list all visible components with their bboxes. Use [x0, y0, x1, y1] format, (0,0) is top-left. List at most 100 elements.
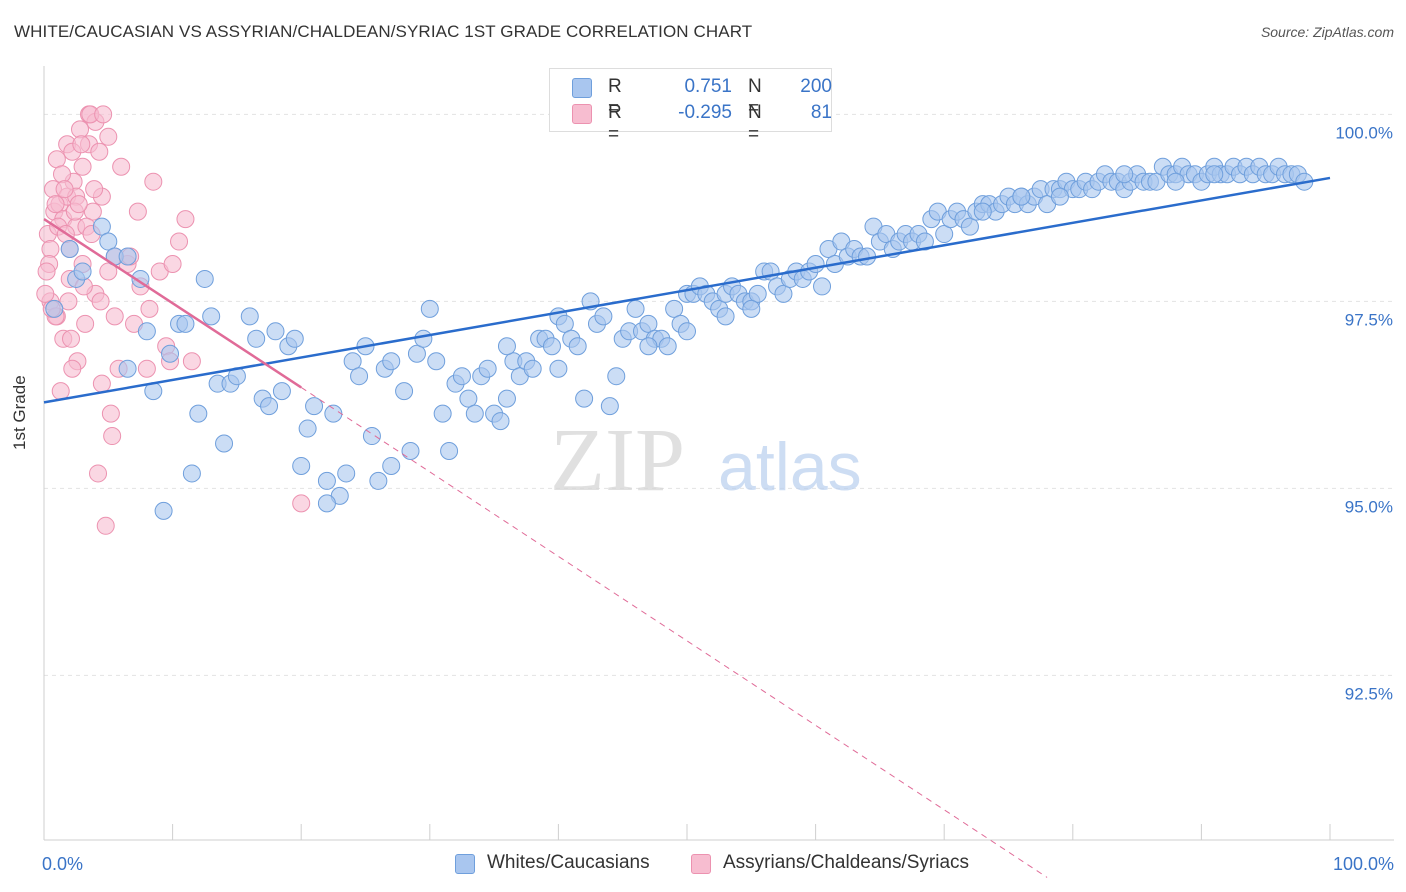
data-point-assyrians	[90, 142, 109, 161]
data-point-whites	[1115, 165, 1134, 184]
legend-r-label: R =	[608, 76, 622, 119]
data-point-whites	[600, 397, 619, 416]
data-point-whites	[92, 217, 111, 236]
data-point-whites	[195, 269, 214, 288]
data-point-whites	[491, 412, 510, 431]
data-point-assyrians	[92, 374, 111, 393]
data-point-whites	[935, 225, 954, 244]
trend-lines	[43, 176, 1331, 878]
data-point-whites	[497, 389, 516, 408]
data-point-whites	[161, 344, 180, 363]
data-point-assyrians	[55, 180, 74, 199]
data-point-whites	[549, 359, 568, 378]
data-point-whites	[478, 359, 497, 378]
y-tick-label: 100.0%	[1335, 123, 1393, 142]
data-point-whites	[407, 344, 426, 363]
data-point-whites	[362, 427, 381, 446]
data-point-assyrians	[83, 202, 102, 221]
data-point-whites	[575, 389, 594, 408]
data-point-assyrians	[176, 210, 195, 229]
data-point-assyrians	[170, 232, 189, 251]
y-tick-labels: 92.5% 95.0% 97.5% 100.0%	[1335, 123, 1393, 703]
data-point-whites	[292, 456, 311, 475]
data-point-assyrians	[85, 180, 104, 199]
data-point-whites	[266, 322, 285, 341]
data-point-whites	[626, 299, 645, 318]
data-point-assyrians	[46, 195, 65, 214]
watermark-atlas: atlas	[718, 429, 862, 505]
legend-swatch-blue	[455, 854, 475, 874]
data-point-whites	[742, 299, 761, 318]
data-point-whites	[813, 277, 832, 296]
data-point-assyrians	[182, 352, 201, 371]
data-point-whites	[272, 382, 291, 401]
data-point-whites	[658, 337, 677, 356]
data-point-whites	[420, 299, 439, 318]
legend-label-assyrians: Assyrians/Chaldeans/Syriacs	[723, 852, 970, 873]
data-point-assyrians	[62, 329, 81, 348]
data-point-assyrians	[91, 292, 110, 311]
data-point-whites	[60, 240, 79, 259]
data-point-assyrians	[105, 307, 124, 326]
data-point-whites	[382, 352, 401, 371]
legend-n-label: N =	[748, 102, 762, 145]
data-point-whites	[189, 404, 208, 423]
chart-title: WHITE/CAUCASIAN VS ASSYRIAN/CHALDEAN/SYR…	[14, 22, 753, 41]
data-point-assyrians	[47, 150, 66, 169]
data-point-whites	[973, 202, 992, 221]
watermark-zip: ZIP	[550, 411, 685, 510]
data-point-whites	[748, 284, 767, 303]
data-point-whites	[1166, 172, 1185, 191]
data-point-whites	[1205, 165, 1224, 184]
data-point-assyrians	[101, 404, 120, 423]
data-point-assyrians	[76, 314, 95, 333]
data-point-assyrians	[71, 120, 90, 139]
data-point-whites	[182, 464, 201, 483]
y-tick-label: 97.5%	[1345, 310, 1393, 329]
data-point-whites	[154, 501, 173, 520]
data-point-whites	[350, 367, 369, 386]
data-point-whites	[465, 404, 484, 423]
legend-r-label: R =	[608, 102, 622, 145]
data-point-whites	[639, 314, 658, 333]
data-point-whites	[568, 337, 587, 356]
data-point-assyrians	[41, 240, 60, 259]
data-point-whites	[395, 382, 414, 401]
data-point-whites	[298, 419, 317, 438]
data-point-whites	[607, 367, 626, 386]
data-point-whites	[382, 456, 401, 475]
data-point-assyrians	[99, 262, 118, 281]
data-point-whites	[260, 397, 279, 416]
axes	[43, 66, 1394, 841]
data-point-assyrians	[36, 284, 55, 303]
data-point-whites	[317, 494, 336, 513]
data-point-assyrians	[96, 516, 115, 535]
legend-n-label: N =	[748, 76, 762, 119]
data-point-whites	[324, 404, 343, 423]
data-point-assyrians	[37, 262, 56, 281]
legend-label-whites: Whites/Caucasians	[487, 852, 650, 873]
data-point-whites	[176, 314, 195, 333]
data-point-assyrians	[137, 359, 156, 378]
data-point-whites	[542, 337, 561, 356]
data-point-whites	[960, 217, 979, 236]
data-point-whites	[433, 404, 452, 423]
data-point-assyrians	[53, 165, 72, 184]
data-point-whites	[118, 359, 137, 378]
y-tick-label: 95.0%	[1345, 497, 1393, 516]
data-point-whites	[594, 307, 613, 326]
source-label: Source: ZipAtlas.com	[1260, 24, 1394, 40]
data-point-whites	[678, 322, 696, 341]
data-point-whites	[305, 397, 324, 416]
data-point-whites	[452, 367, 471, 386]
stats-legend: R = 0.751 N = 200 R = -0.295 N = 81	[549, 68, 832, 145]
data-point-assyrians	[51, 382, 70, 401]
x-tick-label-min: 0.0%	[42, 854, 83, 874]
data-point-assyrians	[292, 494, 311, 513]
data-point-assyrians	[69, 195, 88, 214]
data-point-assyrians	[89, 464, 108, 483]
data-point-whites	[523, 359, 542, 378]
data-point-whites	[45, 299, 64, 318]
x-tick-labels: 0.0% 100.0%	[42, 854, 1394, 874]
data-point-whites	[1050, 187, 1069, 206]
